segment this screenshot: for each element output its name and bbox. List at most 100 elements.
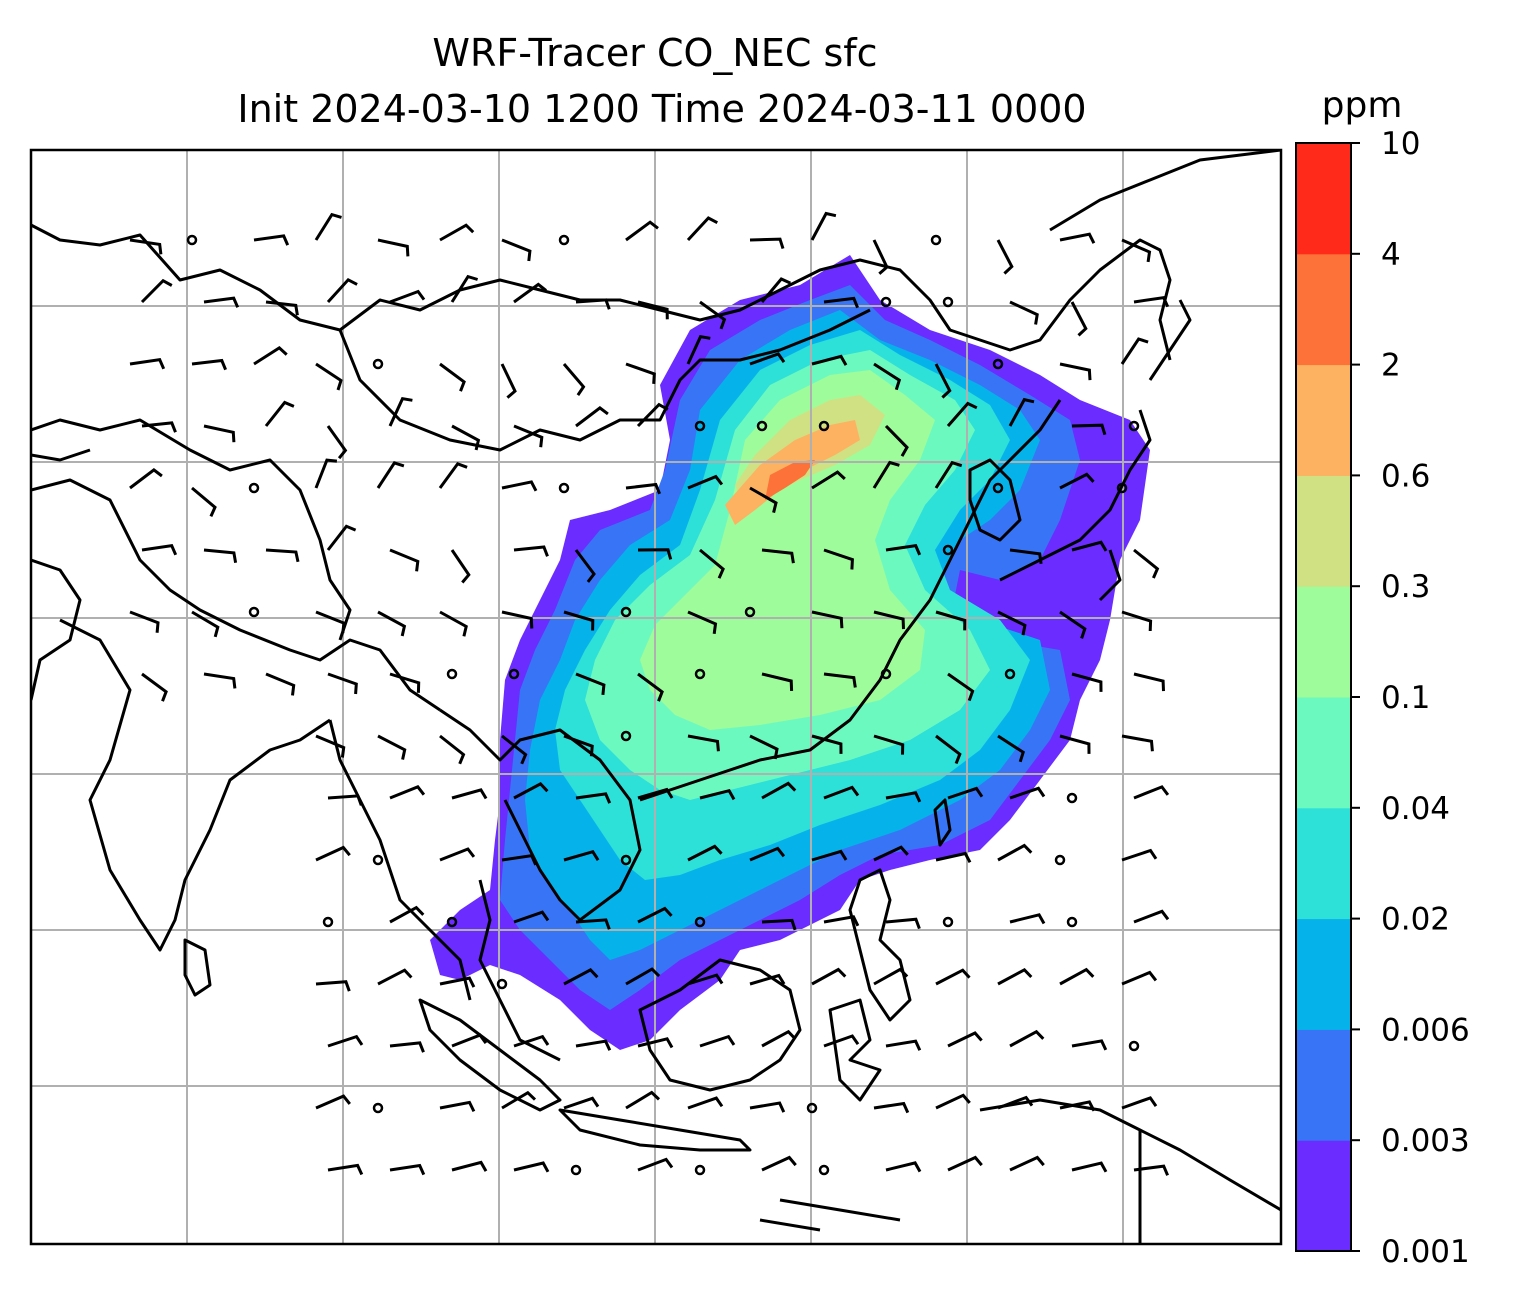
wind-barb	[1070, 301, 1088, 337]
wind-barb	[637, 906, 673, 924]
colorbar-tick-label: 0.001	[1381, 1234, 1470, 1270]
calm-wind-marker	[620, 854, 632, 866]
wind-barb	[699, 1034, 736, 1048]
wind-barb	[1120, 337, 1149, 365]
wind-barb	[439, 610, 468, 637]
wind-barb	[1133, 909, 1170, 924]
wind-barb	[327, 1034, 364, 1048]
wind-barb	[439, 734, 466, 765]
wind-barb	[501, 610, 534, 629]
wind-barb	[1009, 300, 1039, 325]
wind-barb	[997, 843, 1033, 862]
wind-barb	[563, 610, 595, 631]
calm-wind-marker	[248, 606, 260, 618]
wind-barb	[637, 1157, 674, 1172]
wind-barb	[326, 277, 358, 304]
calm-wind-marker	[806, 1102, 818, 1114]
colorbar-tick-label: 2	[1381, 348, 1401, 384]
wind-barb	[439, 976, 476, 988]
wind-barb	[327, 1163, 364, 1176]
wind-barb	[1059, 610, 1087, 639]
calm-wind-marker	[322, 916, 334, 928]
colorbar-tick-label: 0.003	[1381, 1123, 1470, 1159]
wind-barb	[935, 610, 967, 631]
wind-barb	[996, 239, 1014, 275]
wind-barb	[823, 785, 860, 800]
wind-barb	[873, 362, 902, 391]
wind-barb	[1071, 1039, 1108, 1051]
wind-barb	[314, 458, 338, 489]
wind-barb	[811, 354, 848, 366]
wind-barb	[191, 610, 220, 638]
wind-barb	[1121, 238, 1152, 263]
wind-barb	[439, 847, 476, 862]
wind-barb	[501, 238, 532, 262]
wind-barb	[687, 1096, 724, 1110]
wind-barb	[513, 1034, 550, 1048]
wind-barb	[947, 1031, 983, 1048]
calm-wind-marker	[508, 668, 520, 680]
calm-wind-marker	[372, 358, 384, 370]
wind-barb	[326, 524, 357, 551]
wind-barb	[1008, 397, 1035, 427]
wind-barb	[637, 1037, 674, 1049]
wind-barb	[451, 1160, 488, 1172]
colorbar-segment	[1296, 807, 1351, 920]
wind-barb	[389, 905, 425, 924]
wind-barb	[1133, 785, 1170, 800]
wind-barb	[140, 278, 173, 304]
wind-barb	[687, 973, 724, 986]
wind-barb	[935, 1093, 971, 1110]
wind-barb	[438, 461, 468, 489]
wind-barb	[203, 672, 237, 689]
wind-barb	[749, 237, 785, 250]
wind-barb	[637, 672, 664, 702]
plume-2	[765, 460, 815, 500]
wind-barb	[1121, 848, 1158, 862]
wind-barb	[388, 397, 413, 427]
wind-barb	[315, 1094, 351, 1110]
wind-barb	[1071, 540, 1108, 552]
wind-barb	[811, 849, 848, 862]
calm-wind-marker	[446, 668, 458, 680]
wind-barb	[761, 781, 797, 800]
wind-barb	[129, 357, 166, 370]
wind-barb	[761, 918, 797, 931]
wind-barb	[873, 845, 909, 862]
wind-barb	[823, 548, 854, 570]
wind-barb	[315, 980, 351, 992]
colorbar-segment	[1296, 1029, 1351, 1141]
wind-barb	[513, 1161, 550, 1173]
calm-wind-marker	[558, 234, 570, 246]
wind-barb	[264, 400, 295, 427]
map-panel	[31, 150, 1281, 1244]
wind-barb	[761, 1029, 797, 1048]
wind-barb	[1133, 1164, 1169, 1176]
wind-barb	[1121, 970, 1158, 986]
wind-barb	[1009, 913, 1046, 925]
wind-barb	[1071, 423, 1107, 436]
colorbar-segment	[1296, 253, 1351, 366]
wind-barb	[1009, 1029, 1045, 1048]
calm-wind-marker	[570, 1164, 582, 1176]
wind-barb	[501, 480, 538, 492]
wind-barb	[450, 274, 479, 303]
wind-barb	[575, 298, 611, 310]
calm-wind-marker	[930, 234, 942, 246]
calm-wind-marker	[1128, 420, 1140, 432]
wind-barb	[1133, 672, 1165, 692]
wind-barb	[946, 401, 978, 427]
calm-wind-marker	[992, 358, 1004, 370]
wind-barb	[749, 973, 786, 986]
calm-wind-marker	[248, 482, 260, 494]
wind-barb	[749, 846, 786, 862]
wind-barb	[451, 424, 481, 451]
calm-wind-marker	[694, 420, 706, 432]
wind-barb	[315, 362, 343, 391]
wind-barb	[997, 1095, 1034, 1110]
wind-barb	[129, 238, 163, 255]
calm-wind-marker	[992, 482, 1004, 494]
colorbar-tick-label: 0.04	[1381, 791, 1450, 827]
colorbar-segment	[1296, 918, 1351, 1030]
